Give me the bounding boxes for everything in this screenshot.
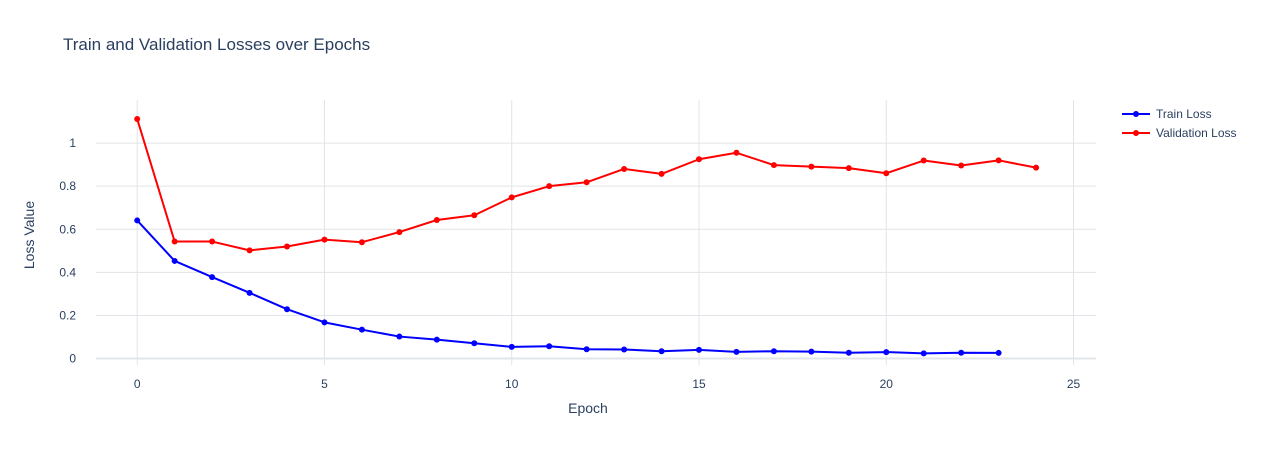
data-point[interactable] [770, 348, 777, 355]
data-point[interactable] [171, 238, 178, 245]
data-point[interactable] [546, 183, 553, 190]
x-tick-label: 10 [505, 377, 519, 391]
data-point[interactable] [995, 157, 1002, 164]
data-point[interactable] [546, 343, 553, 350]
data-point[interactable] [621, 346, 628, 353]
data-point[interactable] [321, 236, 328, 243]
legend-swatch-marker [1133, 111, 1139, 117]
y-tick-label: 0 [69, 352, 76, 366]
data-point[interactable] [246, 289, 253, 296]
y-axis-title: Loss Value [21, 201, 37, 269]
x-tick-labels: 0 5 10 15 20 25 [134, 377, 1081, 391]
data-point[interactable] [995, 349, 1002, 356]
data-point[interactable] [920, 157, 927, 164]
data-point[interactable] [920, 350, 927, 357]
data-point[interactable] [695, 156, 702, 163]
data-point[interactable] [284, 243, 291, 250]
data-point[interactable] [583, 179, 590, 186]
data-point[interactable] [733, 149, 740, 156]
x-tick-label: 15 [692, 377, 706, 391]
data-point[interactable] [209, 274, 216, 281]
data-point[interactable] [396, 229, 403, 236]
data-point[interactable] [808, 348, 815, 355]
data-point[interactable] [1033, 164, 1040, 171]
legend-item[interactable]: Validation Loss [1122, 126, 1237, 140]
series-validation-loss [134, 115, 1040, 254]
data-point[interactable] [134, 217, 141, 224]
legend-label: Train Loss [1156, 107, 1212, 121]
data-point[interactable] [733, 348, 740, 355]
data-point[interactable] [883, 170, 890, 177]
data-point[interactable] [358, 239, 365, 246]
data-point[interactable] [471, 340, 478, 347]
y-tick-label: 0.8 [59, 179, 76, 193]
y-tick-label: 0.6 [59, 222, 76, 236]
data-point[interactable] [883, 349, 890, 356]
data-point[interactable] [358, 326, 365, 333]
legend-label: Validation Loss [1156, 126, 1237, 140]
data-point[interactable] [658, 348, 665, 355]
data-point[interactable] [171, 257, 178, 264]
y-tick-label: 0.4 [59, 265, 76, 279]
data-point[interactable] [433, 336, 440, 343]
legend[interactable]: Train Loss Validation Loss [1122, 107, 1237, 140]
data-point[interactable] [695, 346, 702, 353]
x-tick-label: 0 [134, 377, 141, 391]
data-point[interactable] [396, 333, 403, 340]
data-point[interactable] [958, 162, 965, 169]
data-point[interactable] [508, 343, 515, 350]
data-point[interactable] [845, 165, 852, 172]
data-point[interactable] [134, 115, 141, 122]
data-point[interactable] [958, 349, 965, 356]
x-tick-label: 20 [880, 377, 894, 391]
data-point[interactable] [246, 247, 253, 254]
x-tick-label: 25 [1067, 377, 1081, 391]
legend-item[interactable]: Train Loss [1122, 107, 1212, 121]
data-point[interactable] [209, 238, 216, 245]
y-tick-label: 0.2 [59, 308, 76, 322]
data-point[interactable] [808, 163, 815, 170]
data-point[interactable] [658, 170, 665, 177]
data-point[interactable] [284, 306, 291, 313]
series-layer [134, 115, 1040, 357]
data-point[interactable] [508, 194, 515, 201]
grid-layer [96, 100, 1096, 365]
data-point[interactable] [770, 162, 777, 169]
x-tick-label: 5 [321, 377, 328, 391]
data-point[interactable] [471, 212, 478, 219]
y-tick-label: 1 [69, 136, 76, 150]
data-point[interactable] [433, 217, 440, 224]
y-tick-labels: 0 0.2 0.4 0.6 0.8 1 [59, 136, 76, 365]
data-point[interactable] [845, 349, 852, 356]
x-axis-title: Epoch [568, 400, 608, 416]
legend-swatch-marker [1133, 130, 1139, 136]
series-train-loss [134, 217, 1002, 357]
data-point[interactable] [583, 346, 590, 353]
data-point[interactable] [321, 319, 328, 326]
chart-title: Train and Validation Losses over Epochs [63, 35, 370, 54]
series-line [136, 219, 999, 355]
data-point[interactable] [621, 165, 628, 172]
